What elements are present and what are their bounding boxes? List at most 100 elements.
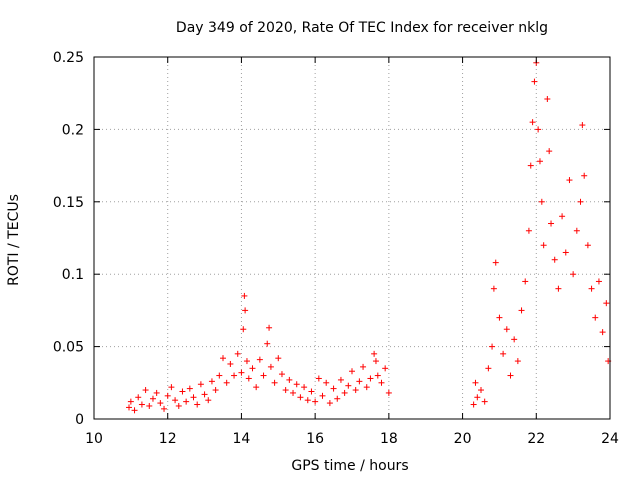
data-point — [352, 387, 359, 394]
data-point — [374, 372, 381, 379]
data-point — [546, 148, 553, 155]
data-point — [489, 343, 496, 350]
data-point — [301, 384, 308, 391]
data-point — [293, 381, 300, 388]
data-point — [175, 402, 182, 409]
data-point — [481, 398, 488, 405]
data-point — [371, 350, 378, 357]
data-point — [241, 292, 248, 299]
y-tick-labels: 0 0.05 0.1 0.15 0.2 0.25 — [53, 50, 84, 428]
data-point — [220, 355, 226, 362]
y-tick-label: 0 — [75, 412, 84, 428]
data-point — [290, 389, 297, 396]
data-point — [349, 368, 355, 375]
data-point — [341, 389, 348, 396]
data-point — [603, 300, 610, 307]
data-point — [330, 385, 337, 392]
data-point — [522, 278, 529, 285]
data-point — [507, 372, 514, 379]
data-point — [492, 259, 499, 266]
data-point — [579, 122, 586, 129]
data-point — [323, 379, 330, 386]
data-point — [562, 249, 569, 256]
data-point — [275, 355, 282, 362]
data-point — [308, 388, 315, 395]
data-point — [216, 372, 223, 379]
data-point — [245, 375, 252, 382]
y-tick-label: 0.05 — [53, 340, 84, 356]
data-point — [223, 379, 230, 386]
data-point — [511, 336, 518, 343]
data-point — [240, 326, 247, 333]
data-point — [496, 314, 503, 321]
x-tick-label: 14 — [233, 431, 251, 447]
data-point — [297, 394, 304, 401]
data-point — [527, 162, 534, 169]
data-point — [231, 372, 238, 379]
data-point — [559, 213, 566, 220]
data-point — [142, 387, 149, 394]
data-point — [548, 220, 555, 227]
data-point — [490, 285, 497, 292]
data-point — [360, 363, 367, 370]
data-point — [356, 378, 363, 385]
chart-title: Day 349 of 2020, Rate Of TEC Index for r… — [176, 20, 548, 36]
x-tick-label: 18 — [380, 431, 398, 447]
data-point — [161, 405, 168, 412]
data-point — [234, 350, 241, 357]
data-point — [190, 394, 197, 401]
data-point — [474, 394, 481, 401]
data-point — [570, 271, 577, 278]
data-point — [599, 329, 606, 336]
x-tick-label: 16 — [306, 431, 324, 447]
data-point — [566, 177, 573, 184]
data-point — [135, 394, 142, 401]
data-point — [363, 384, 370, 391]
data-point — [242, 307, 249, 314]
data-point — [584, 242, 591, 249]
data-point — [573, 227, 580, 234]
data-point — [470, 401, 477, 408]
x-tick-label: 24 — [601, 431, 619, 447]
data-point — [540, 242, 547, 249]
data-point — [238, 369, 245, 376]
data-point — [319, 392, 326, 399]
data-point — [529, 119, 536, 126]
data-point — [153, 389, 160, 396]
data-point — [472, 379, 479, 386]
data-point — [205, 397, 212, 404]
data-point — [525, 227, 532, 234]
data-point — [531, 78, 538, 85]
data-point — [372, 358, 379, 365]
x-tick-label: 22 — [527, 431, 545, 447]
data-points — [126, 59, 612, 414]
data-point — [201, 391, 208, 398]
data-point — [555, 285, 562, 292]
data-point — [312, 398, 319, 405]
x-tick-label: 10 — [85, 431, 103, 447]
data-point — [337, 376, 344, 383]
y-tick-label: 0.25 — [53, 50, 84, 66]
data-point — [146, 402, 153, 409]
data-point — [478, 387, 484, 394]
data-point — [149, 395, 156, 402]
data-point — [256, 356, 263, 363]
plot-frame — [93, 56, 611, 420]
data-point — [264, 340, 271, 347]
data-point — [266, 324, 273, 331]
data-point — [157, 400, 164, 407]
data-point — [315, 375, 322, 382]
data-point — [518, 307, 525, 314]
data-point — [179, 388, 186, 395]
data-point — [345, 382, 352, 389]
data-point — [197, 381, 204, 388]
data-point — [282, 387, 289, 394]
y-tick-label: 0.1 — [62, 267, 84, 283]
data-point — [334, 395, 341, 402]
data-point — [503, 326, 510, 333]
data-point — [243, 358, 250, 365]
y-axis-title: ROTI / TECUs — [6, 194, 22, 286]
data-point — [194, 401, 201, 408]
data-point — [168, 384, 175, 391]
